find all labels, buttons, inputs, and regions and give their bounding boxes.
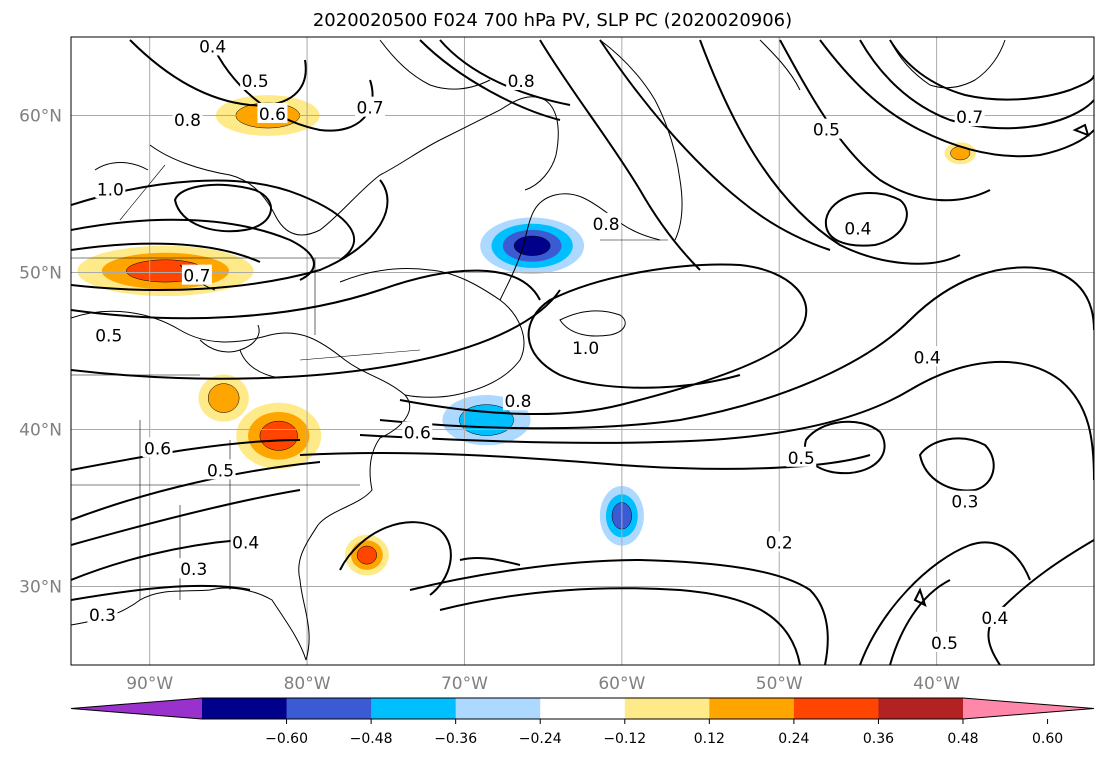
svg-text:0.6: 0.6 xyxy=(404,424,431,444)
svg-text:0.5: 0.5 xyxy=(207,461,234,481)
longitude-tick-label: 40°W xyxy=(913,674,960,694)
svg-text:0.5: 0.5 xyxy=(242,72,269,92)
contour-label: 0.6 xyxy=(402,421,433,444)
colorbar-tick-label: −0.48 xyxy=(350,731,393,747)
contour-label: 0.6 xyxy=(257,102,288,125)
svg-text:0.7: 0.7 xyxy=(357,99,384,119)
contour-label: 0.5 xyxy=(205,459,236,481)
contour-label: 0.7 xyxy=(355,96,386,119)
colorbar-segment xyxy=(286,698,372,719)
longitude-tick-label: 90°W xyxy=(126,674,173,694)
colorbar-segment xyxy=(371,698,457,719)
svg-text:0.6: 0.6 xyxy=(144,439,171,459)
colorbar-tick-label: −0.36 xyxy=(434,731,477,747)
longitude-tick-label: 50°W xyxy=(756,674,803,694)
contour-label: 0.4 xyxy=(197,37,228,57)
contour-label: 1.0 xyxy=(570,336,601,359)
svg-text:0.2: 0.2 xyxy=(766,534,793,554)
contour-label: 0.5 xyxy=(811,118,842,141)
contour-label: 0.4 xyxy=(842,217,873,240)
latitude-tick-label: 30°N xyxy=(19,578,62,598)
svg-text:0.3: 0.3 xyxy=(180,560,207,580)
pv-anomaly-labrador-min xyxy=(480,217,585,275)
colorbar-tick-label: 0.60 xyxy=(1032,731,1063,747)
colorbar-extend-low xyxy=(71,698,202,719)
svg-text:0.7: 0.7 xyxy=(956,108,983,128)
contour-label: 0.4 xyxy=(979,606,1010,629)
contour-label: 0.4 xyxy=(912,346,943,368)
svg-text:0.3: 0.3 xyxy=(951,493,978,513)
contour-label: 0.3 xyxy=(949,490,980,513)
latitude-tick-label: 60°N xyxy=(19,107,62,127)
colorbar-tick-label: −0.60 xyxy=(265,731,308,747)
svg-text:0.3: 0.3 xyxy=(89,606,116,626)
longitude-tick-labels: 90°W 80°W 70°W 60°W 50°W 40°W xyxy=(126,674,960,694)
latitude-tick-label: 40°N xyxy=(19,421,62,441)
colorbar-tick-label: 0.12 xyxy=(694,731,725,747)
contour-label: 0.8 xyxy=(506,69,537,92)
contour-label: 1.0 xyxy=(95,178,126,200)
contour-label: 0.6 xyxy=(142,437,173,459)
contour-label: 0.5 xyxy=(929,632,960,654)
contour-label: 0.3 xyxy=(87,603,118,626)
svg-text:0.5: 0.5 xyxy=(931,634,958,654)
contour-label: 0.3 xyxy=(178,558,209,580)
contour-label: 0.8 xyxy=(172,109,203,131)
contour-label: 0.4 xyxy=(230,531,261,554)
longitude-tick-label: 80°W xyxy=(284,674,331,694)
svg-text:1.0: 1.0 xyxy=(572,339,599,359)
colorbar-tick-label: 0.48 xyxy=(947,731,978,747)
colorbar-segment xyxy=(709,698,795,719)
contour-label: 0.2 xyxy=(764,531,795,554)
latitude-tick-labels: 30°N 40°N 50°N 60°N xyxy=(19,107,62,598)
contour-label-layer: 0.4 0.5 0.6 0.7 0.8 0.8 1.0 0.7 0.8 0.5 0.7 0.4 1.0 0… xyxy=(87,37,1010,654)
pv-anomaly-carolina-max xyxy=(344,534,389,576)
contour-label: 0.5 xyxy=(93,324,124,346)
colorbar-tick-label: −0.12 xyxy=(603,731,646,747)
contour-label: 0.7 xyxy=(954,106,985,128)
map-border xyxy=(70,36,1095,666)
svg-text:0.6: 0.6 xyxy=(259,105,286,125)
pv-anomaly-appalachian-max xyxy=(236,402,322,469)
longitude-tick-label: 70°W xyxy=(441,674,488,694)
svg-text:0.8: 0.8 xyxy=(593,215,620,235)
colorbar-segment xyxy=(624,698,710,719)
svg-text:0.8: 0.8 xyxy=(174,111,201,131)
colorbar-tick-label: 0.24 xyxy=(778,731,809,747)
svg-text:0.4: 0.4 xyxy=(981,609,1008,629)
svg-text:1.0: 1.0 xyxy=(97,180,124,200)
pv-anomaly-ohio-valley-max xyxy=(198,374,249,422)
colorbar-segment xyxy=(455,698,541,719)
colorbar-outline xyxy=(70,697,1095,720)
colorbar-extend-high xyxy=(963,698,1094,719)
pv-anomaly-east-greenland-max xyxy=(944,142,976,165)
map-title: 2020020500 F024 700 hPa PV, SLP PC (2020… xyxy=(312,10,793,31)
slp-contours xyxy=(71,39,1094,665)
contour-label: 0.5 xyxy=(786,446,817,469)
svg-text:0.4: 0.4 xyxy=(914,348,941,368)
colorbar-segment xyxy=(793,698,879,719)
colorbar-segment xyxy=(878,698,964,719)
svg-text:0.5: 0.5 xyxy=(95,326,122,346)
colorbar-segment xyxy=(540,698,626,719)
svg-text:0.5: 0.5 xyxy=(788,449,815,469)
colorbar-tick-label: −0.24 xyxy=(519,731,562,747)
contour-label: 0.8 xyxy=(591,212,622,235)
colorbar-segment xyxy=(202,698,288,719)
colorbar: −0.60 −0.48 −0.36 −0.24 −0.12 0.12 0.24 0.36 0.4… xyxy=(70,697,1095,747)
contour-label: 0.7 xyxy=(181,264,212,287)
svg-text:0.4: 0.4 xyxy=(844,220,871,240)
svg-text:0.7: 0.7 xyxy=(183,267,210,287)
colorbar-tick-label: 0.36 xyxy=(863,731,894,747)
svg-text:0.4: 0.4 xyxy=(232,534,259,554)
svg-text:0.4: 0.4 xyxy=(199,37,226,57)
contour-label: 0.8 xyxy=(502,390,533,412)
longitude-tick-label: 60°W xyxy=(598,674,645,694)
svg-text:0.8: 0.8 xyxy=(504,392,531,412)
latitude-tick-label: 50°N xyxy=(19,264,62,284)
svg-text:0.5: 0.5 xyxy=(813,121,840,141)
svg-text:0.8: 0.8 xyxy=(508,72,535,92)
contour-label: 0.5 xyxy=(240,69,271,92)
